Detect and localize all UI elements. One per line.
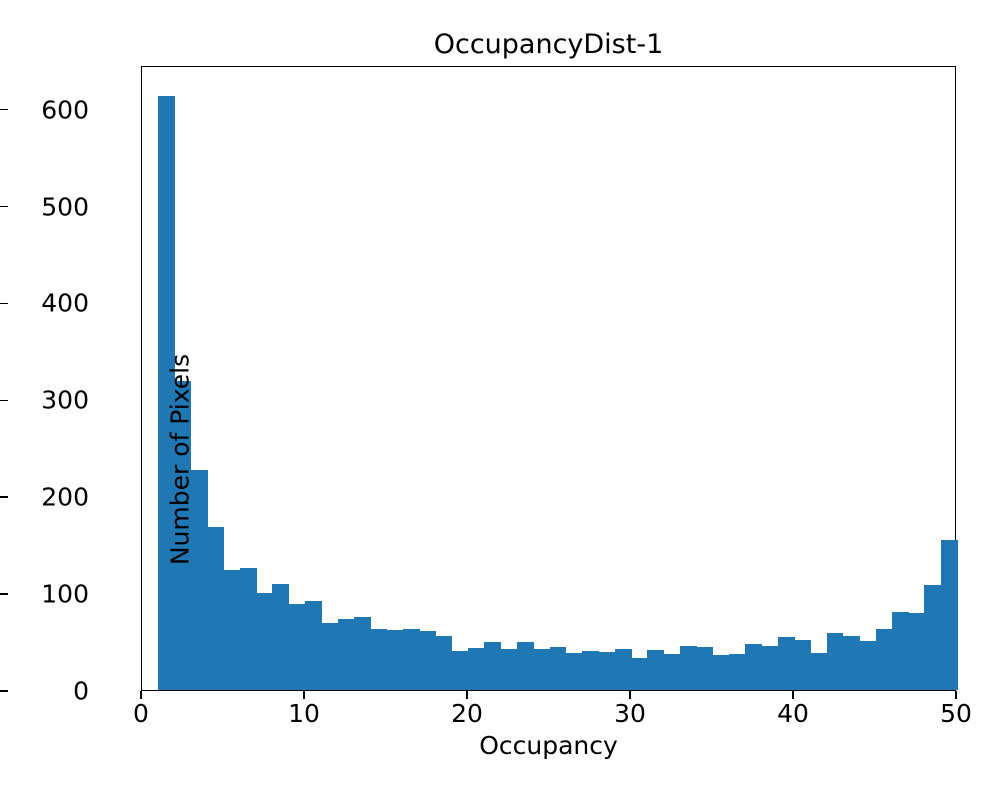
y-tick-mark bbox=[0, 690, 8, 692]
x-axis-label: Occupancy bbox=[479, 731, 618, 760]
bar bbox=[663, 654, 681, 690]
bar bbox=[256, 593, 273, 690]
y-tick-mark bbox=[0, 108, 8, 111]
x-tick-label: 30 bbox=[614, 699, 646, 728]
bar bbox=[777, 636, 795, 690]
x-tick-mark bbox=[955, 691, 957, 699]
x-tick-mark bbox=[466, 691, 468, 699]
y-tick-label: 400 bbox=[41, 288, 89, 318]
y-tick-mark bbox=[0, 496, 8, 498]
bar bbox=[158, 96, 176, 690]
bar bbox=[239, 567, 257, 690]
bar bbox=[826, 632, 844, 690]
bar bbox=[891, 611, 909, 690]
bar bbox=[842, 635, 860, 690]
y-tick-label: 100 bbox=[41, 579, 89, 609]
x-tick-label: 20 bbox=[451, 699, 483, 728]
bar bbox=[647, 650, 665, 690]
y-tick-label: 600 bbox=[41, 95, 89, 125]
bar bbox=[924, 585, 942, 690]
x-tick-label: 50 bbox=[940, 699, 972, 728]
bar bbox=[631, 658, 648, 690]
x-tick-mark bbox=[629, 691, 631, 699]
bar bbox=[745, 643, 762, 690]
bar bbox=[337, 619, 355, 690]
y-tick-label: 0 bbox=[73, 676, 89, 706]
bar bbox=[305, 600, 322, 690]
bar bbox=[582, 651, 599, 690]
bar bbox=[370, 628, 388, 690]
bar bbox=[353, 617, 371, 690]
bar bbox=[761, 646, 779, 690]
bar bbox=[190, 470, 208, 690]
y-tick-mark bbox=[0, 593, 8, 595]
x-tick-label: 10 bbox=[288, 699, 320, 728]
bar-series bbox=[142, 67, 958, 690]
bar bbox=[794, 639, 811, 690]
y-tick-label: 300 bbox=[41, 385, 89, 415]
bar bbox=[435, 635, 453, 690]
bar bbox=[679, 646, 697, 690]
bar bbox=[712, 655, 730, 690]
x-tick-mark bbox=[792, 691, 794, 699]
bar bbox=[402, 628, 420, 690]
bar bbox=[565, 653, 583, 690]
bar bbox=[500, 649, 518, 690]
x-tick-label: 0 bbox=[133, 699, 149, 728]
bar bbox=[859, 640, 877, 690]
chart-title: OccupancyDist-1 bbox=[433, 29, 664, 60]
y-tick-label: 500 bbox=[41, 192, 89, 221]
bar bbox=[321, 623, 339, 690]
x-tick-mark bbox=[140, 691, 142, 699]
y-tick-mark bbox=[0, 399, 8, 402]
bar bbox=[516, 641, 534, 690]
bar bbox=[810, 653, 828, 690]
y-axis: 0 100 200 300 400 500 600 bbox=[0, 0, 141, 800]
bar bbox=[908, 613, 925, 690]
y-tick-mark bbox=[0, 205, 8, 208]
y-tick-mark bbox=[0, 302, 8, 305]
x-tick-mark bbox=[303, 691, 305, 699]
bar bbox=[207, 527, 225, 690]
bar bbox=[484, 641, 502, 690]
bar bbox=[696, 647, 714, 690]
bar bbox=[533, 649, 551, 690]
bar bbox=[728, 654, 746, 690]
bar bbox=[419, 630, 436, 690]
bar bbox=[598, 652, 616, 690]
plot-area: Number of Pixels bbox=[141, 66, 958, 691]
bar bbox=[223, 569, 241, 690]
bar bbox=[272, 584, 290, 690]
bar bbox=[451, 651, 469, 690]
bar bbox=[614, 649, 632, 690]
y-tick-label: 200 bbox=[41, 482, 89, 512]
bar bbox=[386, 629, 404, 690]
bar bbox=[940, 539, 958, 690]
bar bbox=[468, 648, 485, 690]
bar bbox=[549, 647, 567, 690]
bar bbox=[875, 628, 893, 690]
x-tick-label: 40 bbox=[777, 699, 809, 728]
bar bbox=[174, 380, 192, 690]
bar bbox=[288, 603, 306, 690]
